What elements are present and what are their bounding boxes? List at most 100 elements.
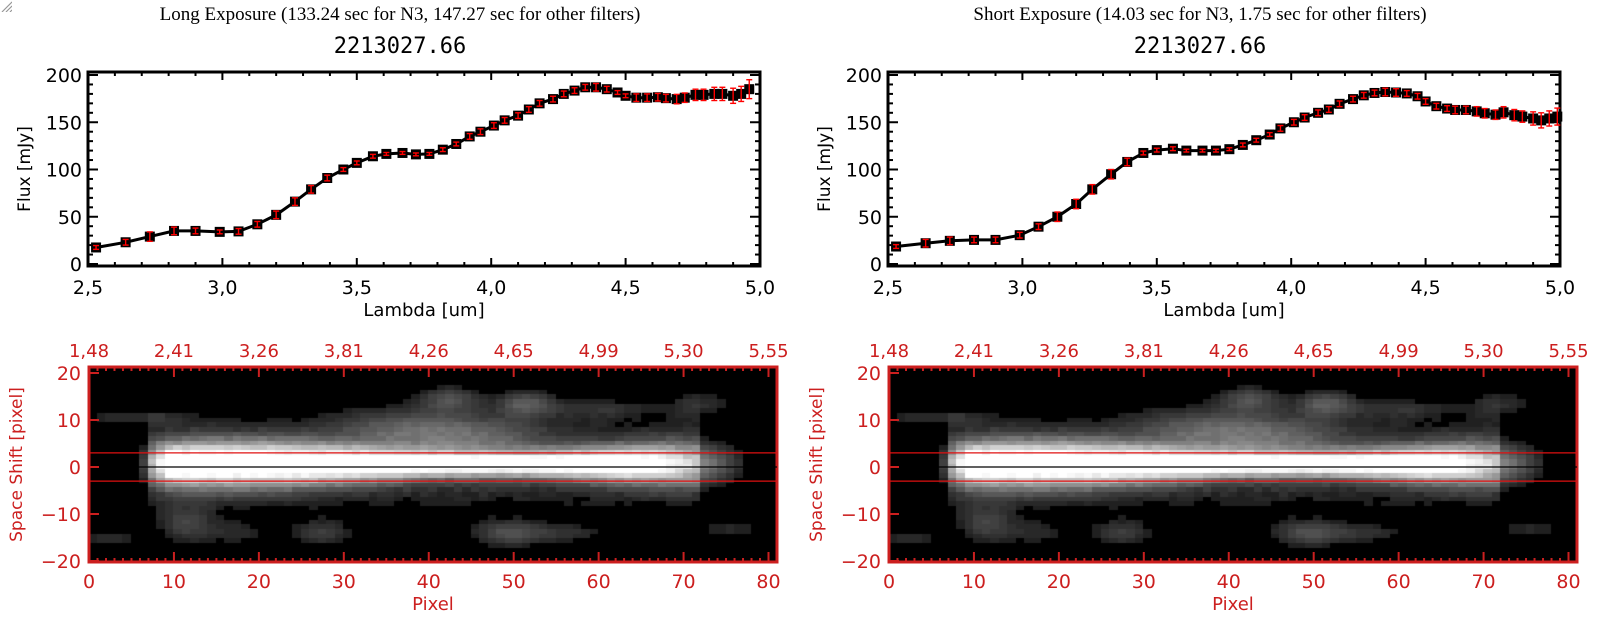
error-bar xyxy=(1360,91,1367,99)
x-tick-label: 4,5 xyxy=(610,277,640,299)
error-bar xyxy=(681,92,688,104)
y-tick-label: 200 xyxy=(846,65,882,87)
x-tick-label: 40 xyxy=(1217,571,1241,593)
y-tick-label: 50 xyxy=(858,207,882,229)
error-bar xyxy=(644,93,651,103)
error-bar xyxy=(1422,97,1429,105)
error-bar xyxy=(1500,105,1507,119)
long-exposure-panel: Long Exposure (133.24 sec for N3, 147.27… xyxy=(7,4,789,615)
error-bar xyxy=(1266,131,1273,138)
x-tick-label: 3,0 xyxy=(207,277,237,299)
x-tick-label: 20 xyxy=(247,571,271,593)
error-bar xyxy=(1519,110,1526,123)
error-bar xyxy=(477,128,484,136)
y-tick-label: 0 xyxy=(69,457,81,479)
error-bar xyxy=(1169,146,1176,152)
error-bar xyxy=(291,197,298,207)
error-bar xyxy=(560,90,567,98)
error-bar xyxy=(1452,105,1459,115)
y-tick-label: 200 xyxy=(46,65,82,87)
y-tick-label: 100 xyxy=(846,160,882,182)
exposure-title: Long Exposure (133.24 sec for N3, 147.27… xyxy=(159,4,641,25)
error-bar xyxy=(515,112,522,120)
image-frame xyxy=(87,365,779,564)
image-frame xyxy=(887,365,1579,564)
error-bar xyxy=(1212,148,1219,153)
top-x-tick-label: 4,26 xyxy=(409,341,449,362)
y-tick-label: 0 xyxy=(870,254,882,276)
error-bar xyxy=(1371,89,1378,97)
error-bar xyxy=(1481,107,1488,119)
error-bar xyxy=(235,227,242,235)
x-tick-label: 10 xyxy=(162,571,186,593)
error-bar xyxy=(1301,113,1308,122)
x-tick-label: 3,5 xyxy=(342,277,372,299)
resize-grip-icon[interactable] xyxy=(0,0,12,12)
error-bar xyxy=(673,93,680,105)
error-bar xyxy=(1414,92,1421,100)
error-bar xyxy=(501,116,508,124)
error-bar xyxy=(1546,110,1553,127)
x-axis-label: Lambda [um] xyxy=(363,300,484,321)
y-tick-label: 150 xyxy=(46,112,82,134)
short-exposure-spectrum-plot: 2,5 3,0 3,5 4,0 4,5 5,0 0 50 100 150 200 Lambda [um… xyxy=(815,65,1575,321)
error-bar xyxy=(1393,88,1400,97)
error-bar xyxy=(1462,105,1469,115)
x-tick-label: 10 xyxy=(962,571,986,593)
y-tick-label: 100 xyxy=(46,160,82,182)
y-tick-label: 10 xyxy=(857,410,881,432)
long-exposure-2d-axes: 0 10 20 30 40 50 60 70 80 1,48 2,41 3,26 3,81 4,26 4,6… xyxy=(7,341,789,615)
error-bar xyxy=(1492,109,1499,121)
error-bar xyxy=(1511,108,1518,122)
top-x-tick-label: 4,26 xyxy=(1209,341,1249,362)
y-axis-label: Flux [mJy] xyxy=(15,126,35,212)
x-tick-label: 70 xyxy=(1471,571,1495,593)
error-bar xyxy=(122,238,129,246)
error-bar xyxy=(946,236,953,246)
error-bar xyxy=(1124,157,1131,167)
error-bar xyxy=(1325,105,1332,114)
error-bar xyxy=(1277,124,1284,132)
error-bar xyxy=(353,160,360,166)
error-bar xyxy=(1473,105,1480,117)
top-x-tick-label: 4,65 xyxy=(1294,341,1334,362)
error-bar xyxy=(700,88,707,102)
error-bar xyxy=(614,89,621,96)
error-bar xyxy=(1035,223,1042,231)
error-bar xyxy=(1382,87,1389,97)
y-tick-label: 50 xyxy=(58,207,82,229)
error-bar xyxy=(992,236,999,244)
error-bar xyxy=(1403,89,1410,97)
top-x-tick-label: 3,26 xyxy=(239,341,279,362)
error-bar xyxy=(1183,148,1190,153)
error-bar xyxy=(216,229,223,235)
x-axis-label: Pixel xyxy=(412,594,454,615)
error-bar xyxy=(1315,109,1322,117)
y-tick-label: 0 xyxy=(869,457,881,479)
x-axis-label: Lambda [um] xyxy=(1163,300,1284,321)
error-bar xyxy=(412,152,419,157)
x-tick-label: 3,0 xyxy=(1007,277,1037,299)
error-bar xyxy=(1554,107,1561,126)
x-tick-label: 80 xyxy=(756,571,780,593)
x-tick-label: 3,5 xyxy=(1142,277,1172,299)
x-tick-label: 60 xyxy=(587,571,611,593)
error-bar xyxy=(308,184,315,194)
x-tick-label: 2,5 xyxy=(873,277,903,299)
y-axis-label: Space Shift [pixel] xyxy=(807,387,827,542)
error-bar xyxy=(466,132,473,140)
top-x-tick-label: 4,65 xyxy=(494,341,534,362)
long-exposure-2d-image xyxy=(89,367,777,562)
error-bar xyxy=(273,210,280,220)
error-bar xyxy=(324,174,331,182)
error-bar xyxy=(536,99,543,107)
x-tick-label: 5,0 xyxy=(745,277,775,299)
top-x-tick-label: 3,26 xyxy=(1039,341,1079,362)
error-bar xyxy=(971,236,978,244)
error-bar xyxy=(369,153,376,159)
error-bar xyxy=(593,82,600,92)
error-bar xyxy=(738,85,745,103)
x-tick-label: 40 xyxy=(417,571,441,593)
top-x-tick-label: 5,55 xyxy=(1548,341,1588,362)
error-bar xyxy=(93,244,100,251)
